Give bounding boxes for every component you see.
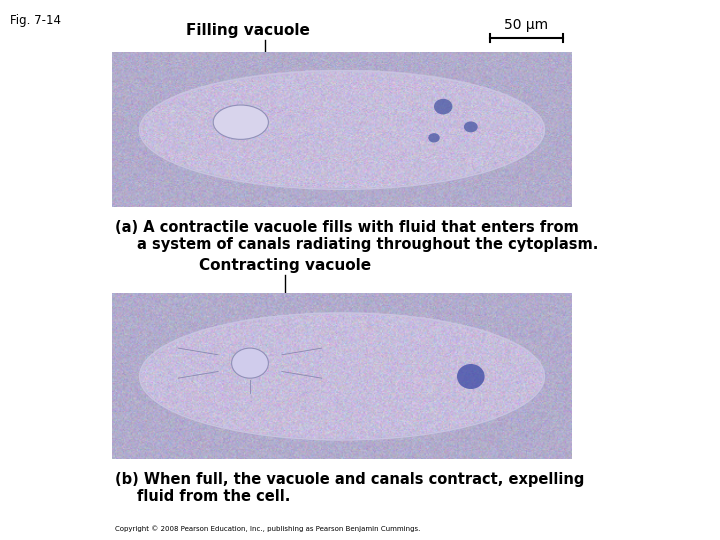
- Text: Filling vacuole: Filling vacuole: [186, 23, 310, 38]
- Text: Fig. 7-14: Fig. 7-14: [10, 14, 61, 27]
- Text: Contracting vacuole: Contracting vacuole: [199, 258, 371, 273]
- Text: Copyright © 2008 Pearson Education, Inc., publishing as Pearson Benjamin Cumming: Copyright © 2008 Pearson Education, Inc.…: [115, 525, 420, 532]
- Text: (b) When full, the vacuole and canals contract, expelling: (b) When full, the vacuole and canals co…: [115, 472, 585, 487]
- Text: (a) A contractile vacuole fills with fluid that enters from: (a) A contractile vacuole fills with flu…: [115, 220, 579, 235]
- Text: 50 μm: 50 μm: [505, 18, 549, 32]
- Text: fluid from the cell.: fluid from the cell.: [137, 489, 290, 504]
- Text: a system of canals radiating throughout the cytoplasm.: a system of canals radiating throughout …: [137, 237, 598, 252]
